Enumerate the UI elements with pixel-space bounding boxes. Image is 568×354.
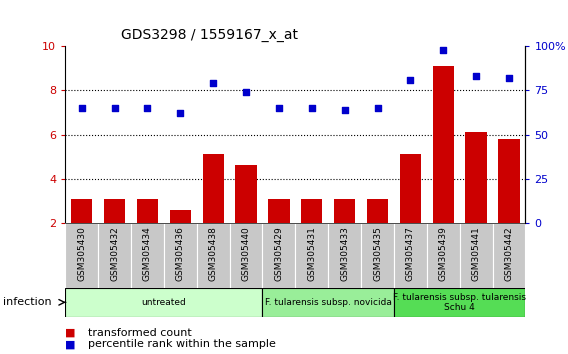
Bar	[65, 288, 262, 317]
Bar	[328, 223, 361, 289]
Text: F. tularensis subsp. novicida: F. tularensis subsp. novicida	[265, 298, 392, 307]
Text: GSM305429: GSM305429	[274, 226, 283, 281]
Text: GSM305433: GSM305433	[340, 226, 349, 281]
Bar	[229, 223, 262, 289]
Bar	[98, 223, 131, 289]
Text: GSM305439: GSM305439	[438, 226, 448, 281]
Bar	[268, 199, 290, 223]
Bar	[498, 139, 520, 223]
Bar	[427, 223, 460, 289]
Text: GSM305435: GSM305435	[373, 226, 382, 281]
Bar	[65, 223, 98, 289]
Text: GSM305430: GSM305430	[77, 226, 86, 281]
Bar	[361, 223, 394, 289]
Text: GSM305440: GSM305440	[241, 226, 250, 281]
Text: transformed count: transformed count	[88, 328, 192, 338]
Text: GSM305434: GSM305434	[143, 226, 152, 281]
Bar	[400, 154, 421, 223]
Bar	[295, 223, 328, 289]
Bar	[334, 199, 356, 223]
Bar	[262, 288, 394, 317]
Text: infection: infection	[3, 297, 52, 307]
Point	[208, 80, 218, 86]
Bar	[104, 199, 126, 223]
Text: GDS3298 / 1559167_x_at: GDS3298 / 1559167_x_at	[120, 28, 298, 42]
Bar	[131, 223, 164, 289]
Bar	[394, 223, 427, 289]
Text: ■: ■	[65, 328, 76, 338]
Bar	[301, 199, 323, 223]
Text: untreated: untreated	[141, 298, 186, 307]
Bar	[492, 223, 525, 289]
Point	[241, 89, 250, 95]
Bar	[394, 288, 525, 317]
Point	[110, 105, 119, 111]
Point	[340, 107, 349, 113]
Text: GSM305437: GSM305437	[406, 226, 415, 281]
Point	[77, 105, 86, 111]
Bar	[465, 132, 487, 223]
Bar	[71, 199, 93, 223]
Text: GSM305432: GSM305432	[110, 226, 119, 281]
Text: percentile rank within the sample: percentile rank within the sample	[88, 339, 276, 349]
Text: F. tularensis subsp. tularensis
Schu 4: F. tularensis subsp. tularensis Schu 4	[393, 293, 526, 312]
Point	[307, 105, 316, 111]
Point	[438, 47, 448, 52]
Point	[274, 105, 283, 111]
Bar	[137, 199, 158, 223]
Point	[373, 105, 382, 111]
Text: GSM305441: GSM305441	[471, 226, 481, 281]
Bar	[262, 223, 295, 289]
Point	[176, 110, 185, 116]
Bar	[235, 166, 257, 223]
Bar	[164, 223, 197, 289]
Text: GSM305436: GSM305436	[176, 226, 185, 281]
Bar	[460, 223, 492, 289]
Text: GSM305431: GSM305431	[307, 226, 316, 281]
Point	[471, 73, 481, 79]
Point	[143, 105, 152, 111]
Bar	[367, 199, 388, 223]
Text: ■: ■	[65, 339, 76, 349]
Bar	[433, 66, 454, 223]
Bar	[197, 223, 229, 289]
Bar	[170, 210, 191, 223]
Point	[406, 77, 415, 82]
Bar	[203, 154, 224, 223]
Text: GSM305438: GSM305438	[208, 226, 218, 281]
Text: GSM305442: GSM305442	[504, 226, 513, 281]
Point	[504, 75, 513, 81]
